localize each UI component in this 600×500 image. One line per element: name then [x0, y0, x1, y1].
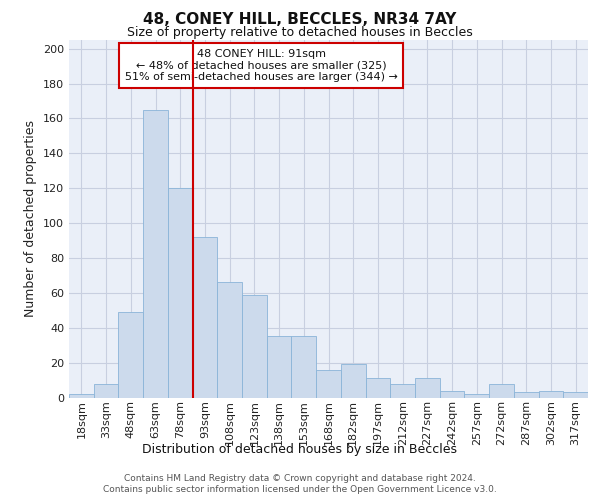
Bar [143, 110, 168, 398]
Text: Size of property relative to detached houses in Beccles: Size of property relative to detached ho… [127, 26, 473, 39]
Bar [217, 282, 242, 398]
Bar [316, 370, 341, 398]
Bar [193, 237, 217, 398]
Bar [242, 294, 267, 398]
Bar [539, 390, 563, 398]
Bar [563, 392, 588, 398]
Bar [267, 336, 292, 398]
Bar [464, 394, 489, 398]
Y-axis label: Number of detached properties: Number of detached properties [25, 120, 37, 318]
Bar [94, 384, 118, 398]
Bar [415, 378, 440, 398]
Text: Contains public sector information licensed under the Open Government Licence v3: Contains public sector information licen… [103, 485, 497, 494]
Bar [69, 394, 94, 398]
Bar [390, 384, 415, 398]
Text: Contains HM Land Registry data © Crown copyright and database right 2024.: Contains HM Land Registry data © Crown c… [124, 474, 476, 483]
Text: 48, CONEY HILL, BECCLES, NR34 7AY: 48, CONEY HILL, BECCLES, NR34 7AY [143, 12, 457, 28]
Text: 48 CONEY HILL: 91sqm
← 48% of detached houses are smaller (325)
51% of semi-deta: 48 CONEY HILL: 91sqm ← 48% of detached h… [125, 49, 397, 82]
Bar [292, 336, 316, 398]
Bar [365, 378, 390, 398]
Bar [341, 364, 365, 398]
Bar [118, 312, 143, 398]
Bar [489, 384, 514, 398]
Text: Distribution of detached houses by size in Beccles: Distribution of detached houses by size … [143, 442, 458, 456]
Bar [514, 392, 539, 398]
Bar [440, 390, 464, 398]
Bar [168, 188, 193, 398]
